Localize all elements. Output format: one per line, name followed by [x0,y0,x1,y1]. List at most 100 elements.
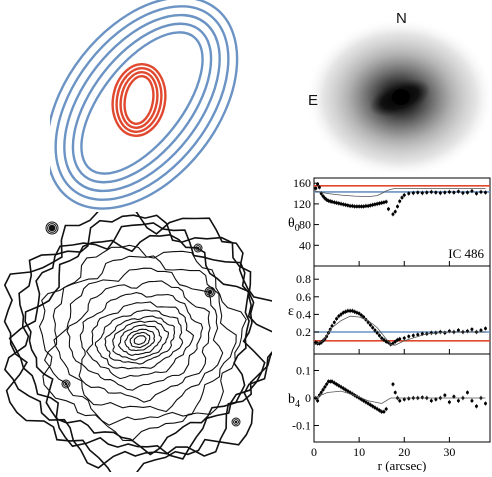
isophote-contour [38,244,247,442]
data-point [420,395,424,399]
data-point [465,190,469,194]
source-contour [207,289,213,295]
data-point [386,341,390,345]
y-tick-label: 80 [299,218,311,232]
data-point [380,201,384,205]
data-point [323,385,327,389]
data-point [339,312,343,316]
outer-isophote-ellipse [45,0,239,210]
data-point [357,204,361,208]
data-point [483,190,487,194]
data-point [443,190,447,194]
data-point [429,190,433,194]
data-point [452,190,456,194]
data-point [384,200,388,204]
data-point [346,389,350,393]
data-point [344,203,348,207]
data-point [314,186,318,190]
data-point [452,395,456,399]
data-point [416,333,420,337]
data-point [465,391,469,394]
contour-map-drawing [3,208,289,477]
y-tick-label: 0.1 [296,364,311,378]
inner-isophote-ellipse [111,63,167,137]
data-point [366,204,370,208]
data-point [377,408,381,412]
data-point [371,326,375,330]
data-point [332,381,336,385]
data-point [373,406,377,410]
x-tick-label: 10 [353,445,365,459]
data-point [474,192,478,196]
ellipse-schematic [45,0,245,212]
data-point [337,384,341,388]
data-point [470,189,474,193]
outer-isophote-ellipse [71,22,213,184]
data-point [339,385,343,389]
data-point [384,340,388,344]
data-point [391,382,395,386]
isophote-ellipses-diagram [45,0,239,210]
data-point [355,204,359,208]
outer-isophote-ellipse [54,5,230,201]
y-tick-label: -0.1 [292,419,311,433]
y-tick-label: 0.8 [296,272,311,286]
x-tick-label: 20 [398,445,410,459]
data-point [382,410,386,414]
data-point [470,399,474,403]
data-point [325,382,329,386]
object-annotation: IC 486 [448,246,484,261]
data-point [395,338,399,342]
data-point [411,191,415,195]
data-point [346,203,350,207]
data-point [434,397,438,401]
data-point [359,313,363,317]
data-point [456,399,460,403]
data-point [384,407,388,411]
isophote-contour [124,328,156,352]
data-point [398,199,402,203]
data-point [402,336,406,340]
x-tick-label: 0 [311,445,317,459]
data-point [447,190,451,194]
y-tick-label: 0.4 [296,307,311,321]
data-point [398,337,402,341]
data-point [402,193,406,197]
y-axis-label: θ0 [288,216,300,234]
data-point [346,309,350,313]
data-point [456,328,460,332]
data-point [359,204,363,208]
data-point [350,309,354,313]
isophote-contour [112,320,170,361]
data-point [364,400,368,404]
data-point [341,202,345,206]
data-point [393,340,397,344]
data-point [355,311,359,315]
isophote-contour [117,324,163,356]
data-point [332,200,336,204]
data-point [375,202,379,206]
data-point [416,190,420,194]
x-tick-label: 30 [443,445,455,459]
source-contour [193,243,203,253]
data-point [429,399,433,403]
data-point [443,331,447,335]
data-point [341,311,345,315]
data-point [368,203,372,207]
data-point [350,204,354,208]
inner-isophote-ellipse [123,75,155,125]
data-point [330,380,334,383]
data-point [393,210,397,214]
source-contour [234,420,238,424]
data-point [373,328,377,332]
source-contour [45,221,59,235]
source-contour [48,224,56,232]
data-point [362,315,366,319]
data-point [330,200,334,204]
data-point [483,326,487,330]
data-point [483,402,487,405]
east-label: E [308,92,319,109]
data-point [335,201,339,205]
isophote-contour [79,292,204,391]
